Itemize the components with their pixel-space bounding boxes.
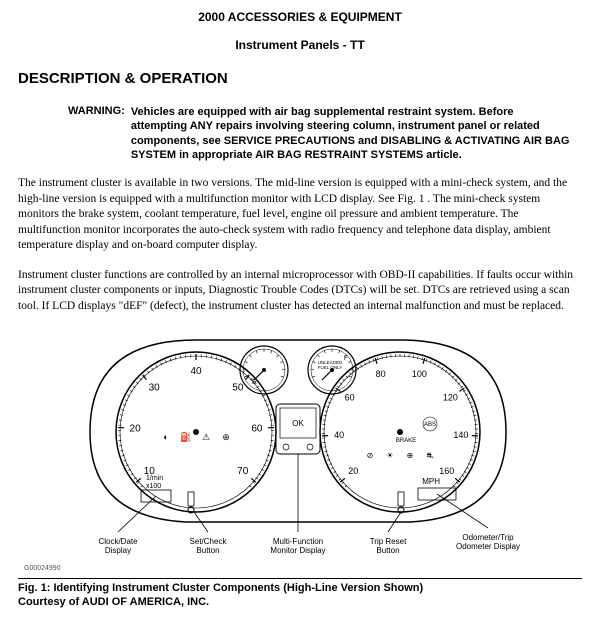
svg-text:Trip Reset: Trip Reset xyxy=(370,537,407,546)
figure-id-code: G00024990 xyxy=(24,565,582,572)
svg-text:Monitor Display: Monitor Display xyxy=(270,546,325,555)
svg-text:⊕: ⊕ xyxy=(407,451,414,460)
figure-1: 10203040506070◐⛽⚠⊕1/minx1002040608010012… xyxy=(18,322,582,572)
figure-separator xyxy=(18,578,582,579)
doc-header-line1: 2000 ACCESSORIES & EQUIPMENT xyxy=(18,10,582,24)
warning-text: Vehicles are equipped with air bag suppl… xyxy=(131,105,572,162)
svg-text:⛐: ⛐ xyxy=(427,451,434,460)
paragraph-1: The instrument cluster is available in t… xyxy=(18,176,582,254)
svg-text:70: 70 xyxy=(237,467,249,478)
svg-text:F: F xyxy=(344,356,348,362)
section-title: DESCRIPTION & OPERATION xyxy=(18,70,582,87)
svg-text:E: E xyxy=(252,379,257,386)
svg-text:140: 140 xyxy=(453,430,468,440)
warning-label: WARNING: xyxy=(68,105,131,162)
svg-text:20: 20 xyxy=(130,424,142,435)
svg-text:Set/Check: Set/Check xyxy=(190,537,228,546)
svg-text:Display: Display xyxy=(105,546,131,555)
svg-text:60: 60 xyxy=(345,393,355,403)
svg-text:120: 120 xyxy=(443,393,458,403)
svg-text:Clock/Date: Clock/Date xyxy=(98,537,138,546)
svg-text:Odometer Display: Odometer Display xyxy=(456,542,520,551)
instrument-cluster-diagram: 10203040506070◐⛽⚠⊕1/minx1002040608010012… xyxy=(18,322,578,558)
svg-text:ABS: ABS xyxy=(424,422,436,428)
svg-text:Multi-Function: Multi-Function xyxy=(273,537,323,546)
svg-text:50: 50 xyxy=(232,383,244,394)
svg-text:Button: Button xyxy=(196,546,219,555)
figure-credit: Courtesy of AUDI OF AMERICA, INC. xyxy=(18,596,582,608)
svg-text:⊕: ⊕ xyxy=(222,432,230,442)
svg-text:☀: ☀ xyxy=(386,451,393,460)
svg-text:FUEL ONLY: FUEL ONLY xyxy=(318,365,343,370)
svg-text:◐: ◐ xyxy=(163,432,168,442)
svg-text:100: 100 xyxy=(412,369,427,379)
svg-text:40: 40 xyxy=(334,430,344,440)
svg-text:30: 30 xyxy=(149,383,161,394)
svg-text:20: 20 xyxy=(348,467,358,477)
warning-block: WARNING: Vehicles are equipped with air … xyxy=(18,105,582,162)
figure-caption: Fig. 1: Identifying Instrument Cluster C… xyxy=(18,581,582,596)
svg-text:160: 160 xyxy=(439,467,454,477)
svg-text:⛽: ⛽ xyxy=(180,431,191,442)
svg-text:Button: Button xyxy=(376,546,399,555)
paragraph-2: Instrument cluster functions are control… xyxy=(18,268,582,315)
svg-text:80: 80 xyxy=(376,369,386,379)
svg-text:Odometer/Trip: Odometer/Trip xyxy=(462,533,514,542)
svg-text:x100: x100 xyxy=(146,483,161,490)
svg-text:MPH: MPH xyxy=(422,477,440,486)
svg-text:1/min: 1/min xyxy=(146,475,163,482)
svg-text:OK: OK xyxy=(292,419,304,428)
svg-text:⊘: ⊘ xyxy=(367,451,374,460)
svg-text:BRAKE: BRAKE xyxy=(396,438,416,444)
svg-text:60: 60 xyxy=(251,424,263,435)
svg-text:⚠: ⚠ xyxy=(202,432,210,442)
doc-header-line2: Instrument Panels - TT xyxy=(18,38,582,52)
svg-text:40: 40 xyxy=(190,366,202,377)
